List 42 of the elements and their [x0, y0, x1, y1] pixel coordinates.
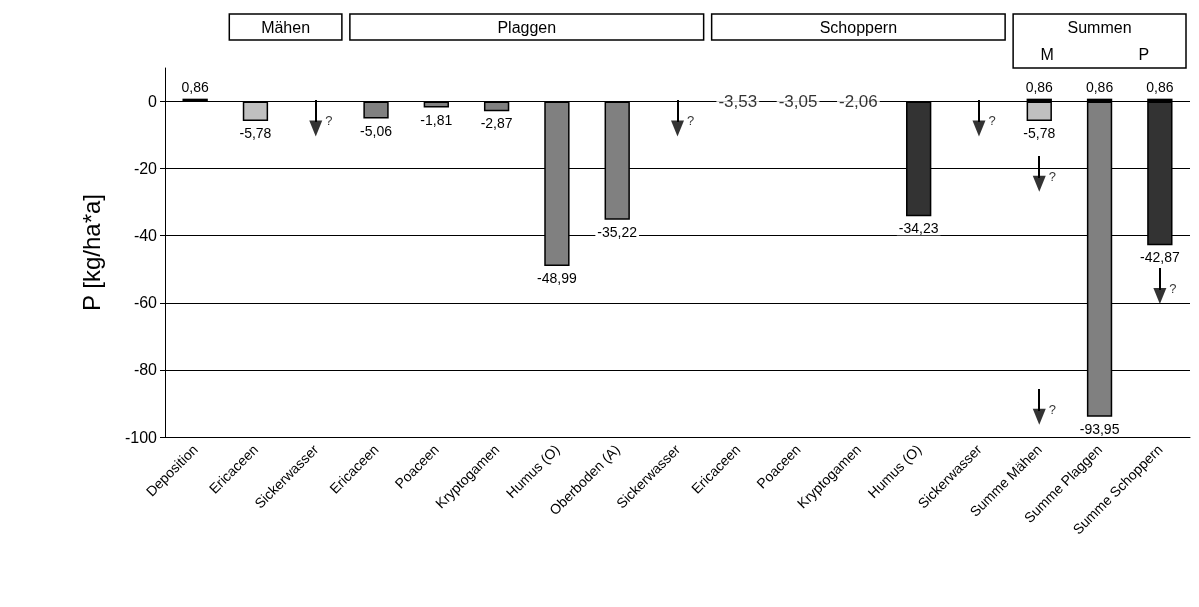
data-label: -42,87: [1140, 249, 1180, 266]
data-label: ?: [1048, 168, 1056, 184]
data-label: ?: [325, 113, 333, 129]
data-label: 0,86: [1025, 78, 1054, 95]
data-label: -5,78: [239, 124, 272, 141]
data-label: -5,06: [360, 122, 393, 139]
point: [671, 120, 684, 137]
y-tick-label: -40: [133, 227, 158, 245]
data-label: 0,86: [181, 78, 209, 95]
text: Summen: [1067, 18, 1132, 36]
data-label: -93,95: [1079, 420, 1120, 437]
data-label: ?: [1169, 281, 1177, 297]
text: Schoppern: [819, 18, 898, 36]
text: M: [1040, 45, 1054, 63]
y-tick-label: -20: [133, 160, 158, 178]
point: [309, 120, 323, 137]
data-label: ?: [988, 113, 996, 129]
data-label: ?: [687, 113, 695, 129]
data-label: -48,99: [537, 269, 577, 286]
point: [1032, 408, 1046, 425]
text: -3,53: [718, 92, 758, 112]
point: [1153, 288, 1167, 305]
data-label: -2,87: [480, 115, 513, 132]
text: -3,05: [778, 92, 818, 112]
data-label: -34,23: [898, 220, 939, 237]
point: [972, 120, 986, 137]
text: Plaggen: [497, 18, 557, 36]
point: [1032, 175, 1046, 192]
y-tick-label: -80: [133, 361, 158, 379]
y-tick-label: -60: [133, 294, 158, 312]
data-label: ?: [1048, 401, 1056, 417]
text: P: [1138, 45, 1150, 63]
y-tick-label: -100: [124, 428, 158, 446]
text: -2,06: [839, 92, 878, 112]
data-label: -1,81: [420, 111, 453, 128]
data-label: -5,78: [1023, 124, 1056, 141]
y-tick-label: 0: [148, 93, 158, 111]
data-label: 0,86: [1146, 78, 1174, 95]
y-axis-title: P [kg/ha*a]: [77, 194, 105, 311]
text: Mähen: [261, 18, 311, 36]
data-label: -35,22: [597, 223, 638, 240]
data-label: 0,86: [1085, 78, 1114, 95]
